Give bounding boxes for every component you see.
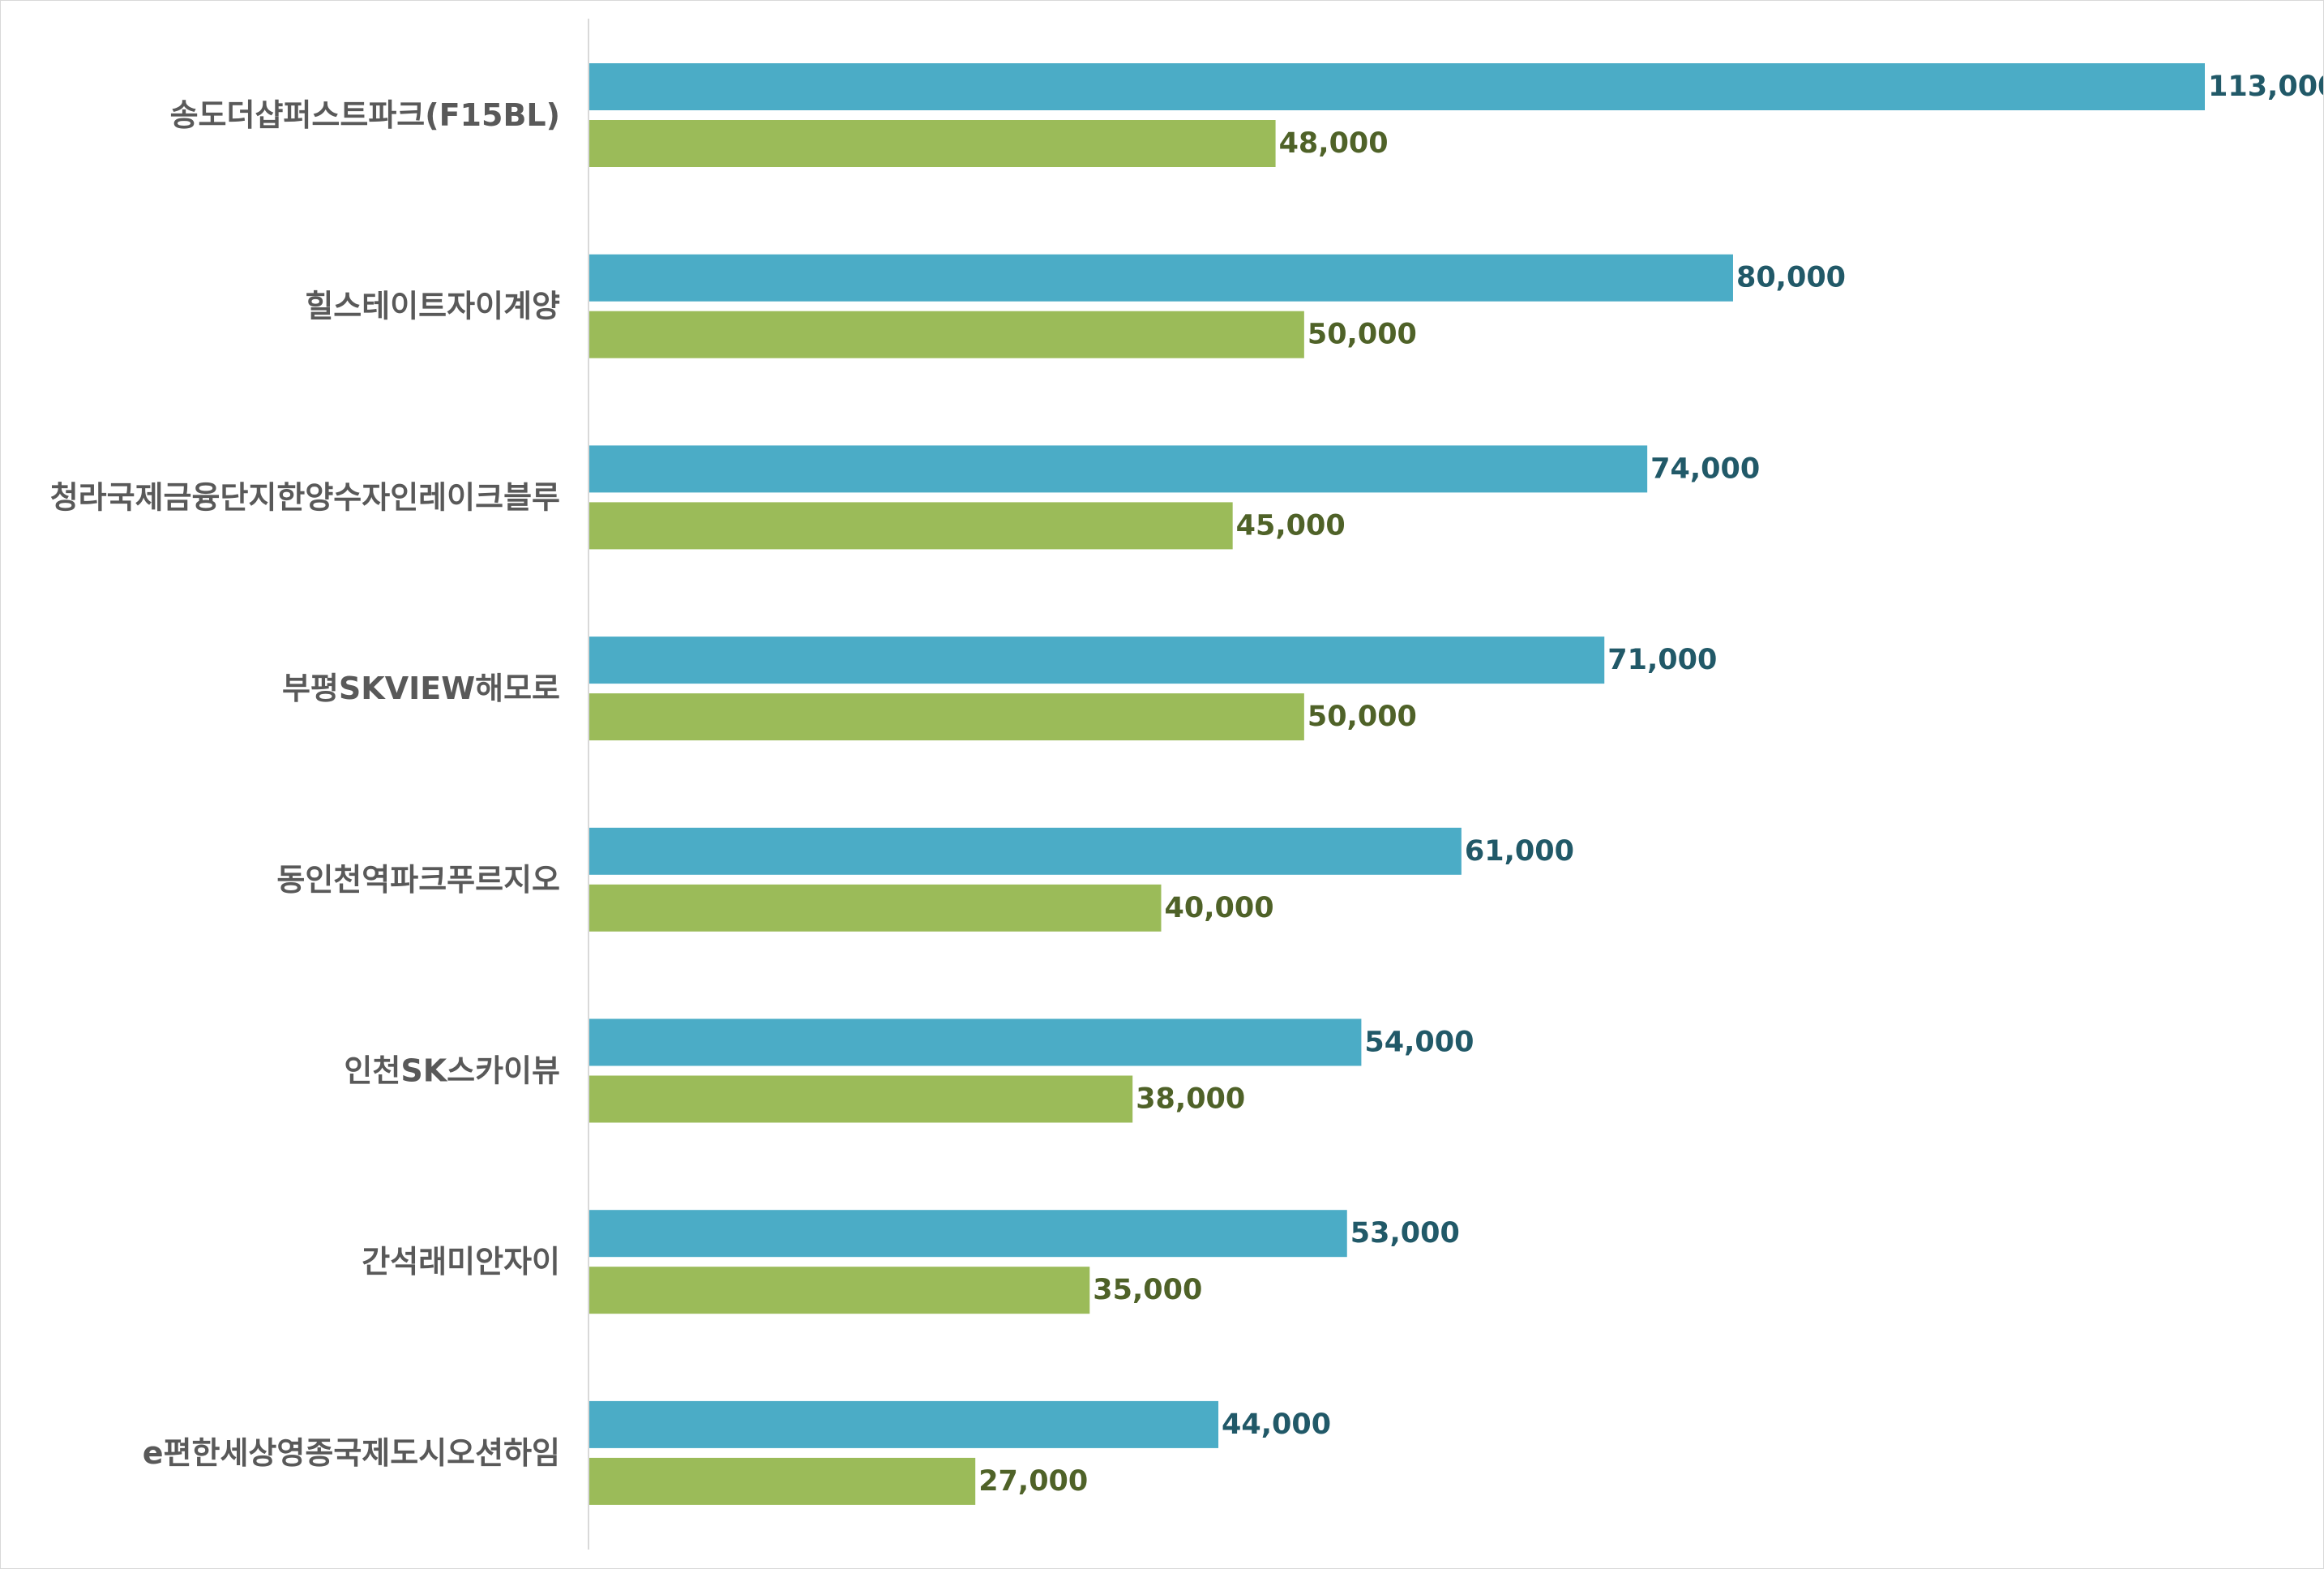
data-label-series-1: 113,000: [2208, 71, 2323, 103]
bar-series-1: [589, 254, 1733, 302]
data-label-series-2: 48,000: [1279, 127, 1389, 160]
data-label-series-2: 27,000: [978, 1465, 1088, 1498]
bar-series-2: [589, 120, 1276, 167]
data-label-series-1: 61,000: [1465, 835, 1574, 868]
data-label-series-2: 38,000: [1136, 1083, 1245, 1116]
bar-series-2: [589, 311, 1304, 358]
data-label-series-1: 71,000: [1607, 644, 1717, 676]
bar-series-1: [589, 63, 2205, 110]
category-label: 힐스테이트자이계양: [305, 289, 560, 324]
bar-series-1: [589, 827, 1462, 875]
bar-series-1: [589, 1400, 1219, 1448]
data-label-series-1: 80,000: [1736, 262, 1846, 294]
bar-series-2: [589, 1075, 1133, 1123]
data-label-series-1: 54,000: [1364, 1027, 1474, 1059]
category-label: 동인천역파크푸르지오: [276, 862, 560, 898]
bar-series-1: [589, 637, 1605, 684]
category-label: 간석래미안자이: [362, 1244, 560, 1280]
category-label: 송도더샵퍼스트파크(F15BL): [170, 97, 560, 133]
bar-series-2: [589, 1267, 1090, 1314]
category-label: 부평SKVIEW해모로: [282, 671, 560, 706]
bar-series-2: [589, 1457, 976, 1505]
bar-series-2: [589, 884, 1162, 932]
bar-series-1: [589, 1018, 1362, 1066]
data-label-series-1: 74,000: [1650, 452, 1760, 485]
data-label-series-2: 50,000: [1308, 319, 1417, 351]
category-label: 청라국제금융단지한양수자인레이크블루: [50, 479, 560, 515]
data-label-series-2: 45,000: [1236, 509, 1346, 542]
data-label-series-1: 53,000: [1350, 1217, 1460, 1250]
data-label-series-2: 50,000: [1308, 701, 1417, 733]
category-label: e편한세상영종국제도시오션하임: [143, 1435, 560, 1471]
data-label-series-2: 40,000: [1164, 892, 1273, 924]
bar-series-2: [589, 502, 1233, 550]
bar-series-1: [589, 1210, 1347, 1258]
bar-series-1: [589, 445, 1648, 493]
category-label: 인천SK스카이뷰: [344, 1053, 560, 1089]
bar-series-2: [589, 693, 1304, 741]
data-label-series-2: 35,000: [1093, 1274, 1202, 1306]
data-label-series-1: 44,000: [1222, 1408, 1331, 1441]
